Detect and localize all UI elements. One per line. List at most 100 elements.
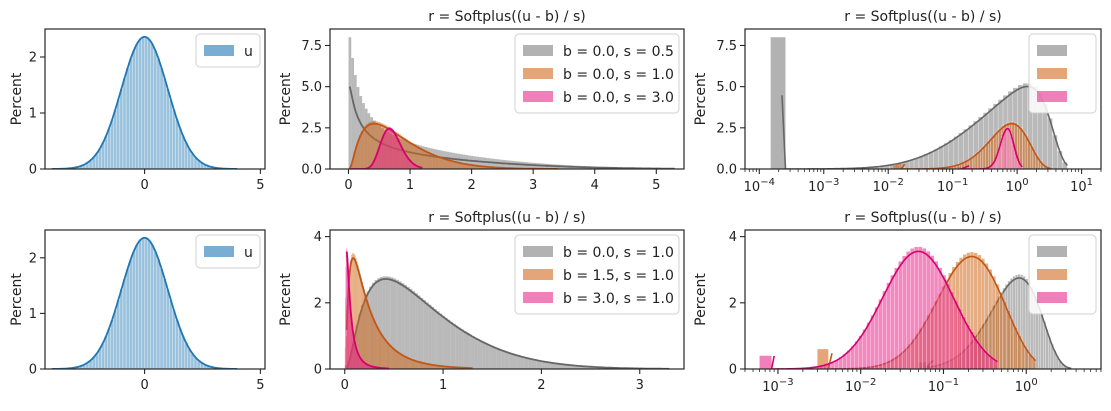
hist-bar xyxy=(372,121,375,169)
kde-line xyxy=(51,236,238,369)
hist-bar xyxy=(550,362,554,369)
hist-bar xyxy=(424,363,426,369)
hist-bar xyxy=(438,365,440,369)
hist-bar xyxy=(395,134,397,169)
hist-bar xyxy=(362,360,363,369)
hist-bar xyxy=(473,156,477,169)
hist-bar xyxy=(159,268,164,369)
hist-bar xyxy=(411,142,414,169)
hist-bar xyxy=(817,349,829,369)
hist-bar xyxy=(458,162,461,169)
hist-bar xyxy=(487,158,490,169)
hist-bar xyxy=(386,340,388,369)
hist-bar xyxy=(445,366,448,369)
hist-bar xyxy=(400,143,401,169)
hist-bar xyxy=(503,160,507,169)
hist-bar xyxy=(401,283,405,369)
hist-bar xyxy=(870,315,875,369)
hist-bar xyxy=(977,151,981,169)
hist-bar xyxy=(988,139,991,169)
hist-bar xyxy=(439,156,441,169)
hist-bar xyxy=(409,289,413,369)
hist-bar xyxy=(418,146,421,169)
legend-swatch xyxy=(1037,68,1067,79)
hist-bar xyxy=(365,363,366,369)
hist-bar xyxy=(347,266,349,369)
hist-bar xyxy=(364,289,366,369)
hist-bar xyxy=(580,366,583,369)
hist-bar xyxy=(367,364,368,369)
hist-bar xyxy=(431,306,435,369)
y-tick-label: 0 xyxy=(29,163,37,178)
hist-bar xyxy=(404,152,406,169)
hist-bar xyxy=(369,365,371,369)
hist-bar xyxy=(582,366,586,369)
hist-bar xyxy=(422,362,424,369)
legend-swatch xyxy=(523,68,553,79)
hist-bar xyxy=(926,251,931,369)
x-tick-label: 10−2 xyxy=(845,377,876,395)
x-tick-label: 2 xyxy=(467,178,475,193)
hist-bar xyxy=(400,145,402,169)
hist-bar xyxy=(493,346,497,369)
hist-bar xyxy=(446,159,448,169)
hist-bar xyxy=(398,281,402,369)
hist-bar xyxy=(138,240,142,369)
hist-bar xyxy=(457,153,460,169)
hist-bar xyxy=(369,365,370,369)
hist-bar xyxy=(479,157,482,169)
hist-bar xyxy=(378,149,379,169)
hist-bar xyxy=(433,154,436,169)
hist-bar xyxy=(371,163,373,169)
hist-bar xyxy=(1003,130,1006,169)
hist-bar xyxy=(453,161,455,169)
hist-bar xyxy=(374,121,377,169)
y-tick-label: 2 xyxy=(729,296,737,311)
hist-bar xyxy=(122,278,127,369)
hist-bar xyxy=(569,365,572,369)
hist-bar xyxy=(390,127,391,169)
hist-bar xyxy=(953,300,959,369)
hist-bar xyxy=(351,316,352,369)
hist-bar xyxy=(406,357,408,369)
legend-swatch xyxy=(1037,269,1067,280)
axes-frame xyxy=(329,28,685,170)
hist-bar xyxy=(420,147,422,169)
hist-bar xyxy=(392,129,394,169)
hist-bar xyxy=(374,159,375,169)
hist-bar xyxy=(961,316,966,369)
hist-bar xyxy=(465,163,468,169)
hist-bar xyxy=(373,318,375,369)
hist-bar xyxy=(156,259,161,369)
x-tick-label: 0 xyxy=(344,178,352,193)
plot-area xyxy=(348,37,675,169)
hist-bar xyxy=(405,356,407,369)
hist-bar xyxy=(455,325,459,369)
hist-bar xyxy=(345,252,347,369)
hist-bar xyxy=(400,353,402,369)
hist-bar xyxy=(402,148,404,169)
hist-bar xyxy=(380,141,382,169)
hist-bar xyxy=(369,365,370,369)
hist-bar xyxy=(395,133,396,169)
hist-bar xyxy=(434,365,436,369)
hist-bar xyxy=(379,276,383,369)
hist-bar xyxy=(893,164,902,169)
hist-bar xyxy=(436,311,440,369)
hist-bar xyxy=(125,268,130,369)
hist-bar xyxy=(393,278,397,369)
hist-bar xyxy=(347,259,348,369)
y-axis-label: Percent xyxy=(278,72,294,125)
hist-bar xyxy=(153,50,158,169)
hist-bar xyxy=(501,350,505,369)
hist-bar xyxy=(444,366,446,369)
hist-bar xyxy=(395,350,398,369)
hist-bar xyxy=(113,109,117,169)
hist-bar xyxy=(371,312,373,369)
hist-bar xyxy=(408,158,409,169)
hist-bar xyxy=(382,136,383,169)
series-0 xyxy=(51,35,238,169)
x-tick-label: 4 xyxy=(591,178,599,193)
hist-bar xyxy=(534,359,537,369)
hist-bar xyxy=(441,366,443,369)
